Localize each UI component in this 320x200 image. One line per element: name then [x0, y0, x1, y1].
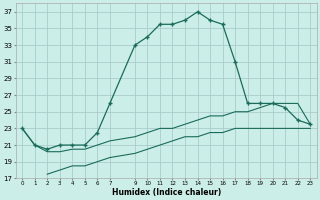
- X-axis label: Humidex (Indice chaleur): Humidex (Indice chaleur): [112, 188, 221, 197]
